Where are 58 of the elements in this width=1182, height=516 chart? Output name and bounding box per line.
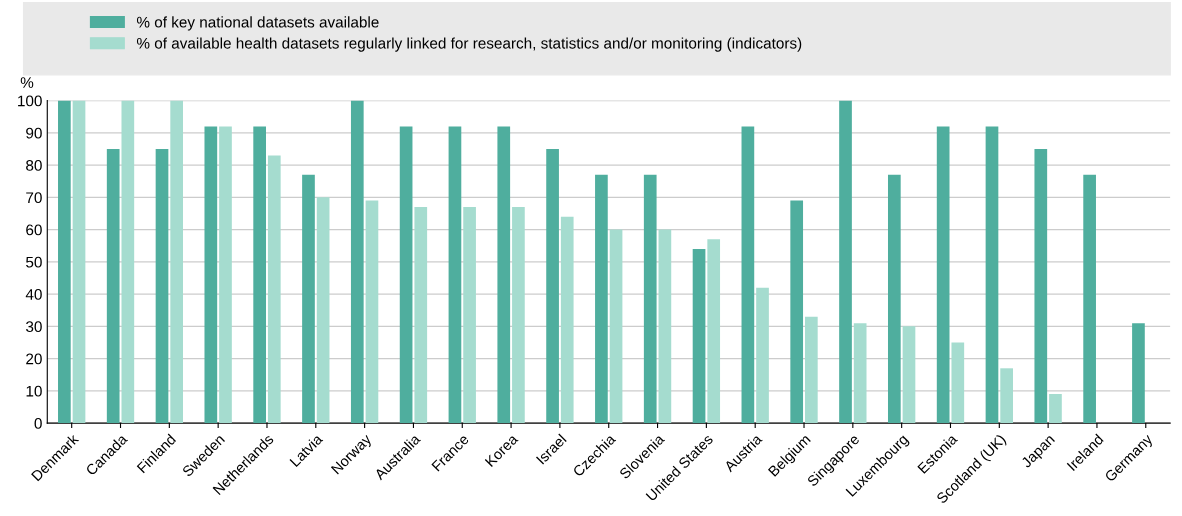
y-axis-title: % xyxy=(20,77,34,88)
bar xyxy=(121,100,135,424)
legend-label: % of available health datasets regularly linked for research, statistics and/or monitoring (indicators) xyxy=(136,37,802,52)
y-tick-label: 100 xyxy=(18,95,42,107)
bar xyxy=(448,126,462,424)
bar xyxy=(170,100,183,424)
bar xyxy=(804,316,818,424)
bar xyxy=(219,126,232,424)
y-tick-label: 30 xyxy=(26,321,42,333)
bar xyxy=(790,200,804,424)
bar xyxy=(839,100,852,424)
bar xyxy=(399,126,413,424)
bar xyxy=(365,200,379,424)
bar xyxy=(692,248,706,424)
bar xyxy=(204,126,218,424)
bar xyxy=(902,326,916,424)
y-tick-label: 10 xyxy=(26,385,42,397)
bar xyxy=(658,229,672,424)
bar xyxy=(951,342,965,424)
bar xyxy=(58,100,71,424)
bar xyxy=(707,239,721,424)
bar xyxy=(267,155,281,424)
bar xyxy=(316,197,330,424)
bar xyxy=(936,126,950,424)
y-tick-label: 50 xyxy=(26,256,42,268)
bar xyxy=(497,126,511,424)
y-tick-label: 90 xyxy=(26,127,42,139)
y-tick-label: 20 xyxy=(26,353,42,365)
bar xyxy=(741,126,755,424)
bar xyxy=(1034,149,1048,424)
bar xyxy=(350,100,364,424)
bar xyxy=(72,100,86,424)
bar xyxy=(985,126,999,424)
bar xyxy=(1049,394,1062,424)
y-tick-label: 0 xyxy=(34,417,42,429)
y-tick-label: 60 xyxy=(26,224,42,236)
bar xyxy=(756,287,769,424)
bar xyxy=(106,149,120,424)
bar xyxy=(853,323,867,424)
bar xyxy=(414,207,428,424)
bar xyxy=(595,174,608,424)
bar xyxy=(1132,323,1145,424)
bar xyxy=(155,149,169,424)
bar xyxy=(546,149,559,424)
bar xyxy=(560,216,574,424)
legend-label: % of key national datasets available xyxy=(136,16,379,31)
y-tick-label: 70 xyxy=(26,192,42,204)
bar xyxy=(1083,174,1096,424)
y-tick-label: 40 xyxy=(25,288,42,300)
bar xyxy=(609,229,623,424)
bar xyxy=(887,174,901,424)
bar xyxy=(463,207,476,424)
bar xyxy=(512,207,525,424)
bar xyxy=(302,174,315,424)
bar xyxy=(643,174,657,424)
bar xyxy=(253,126,266,424)
bar xyxy=(1000,368,1013,424)
y-tick-label: 80 xyxy=(26,159,42,171)
